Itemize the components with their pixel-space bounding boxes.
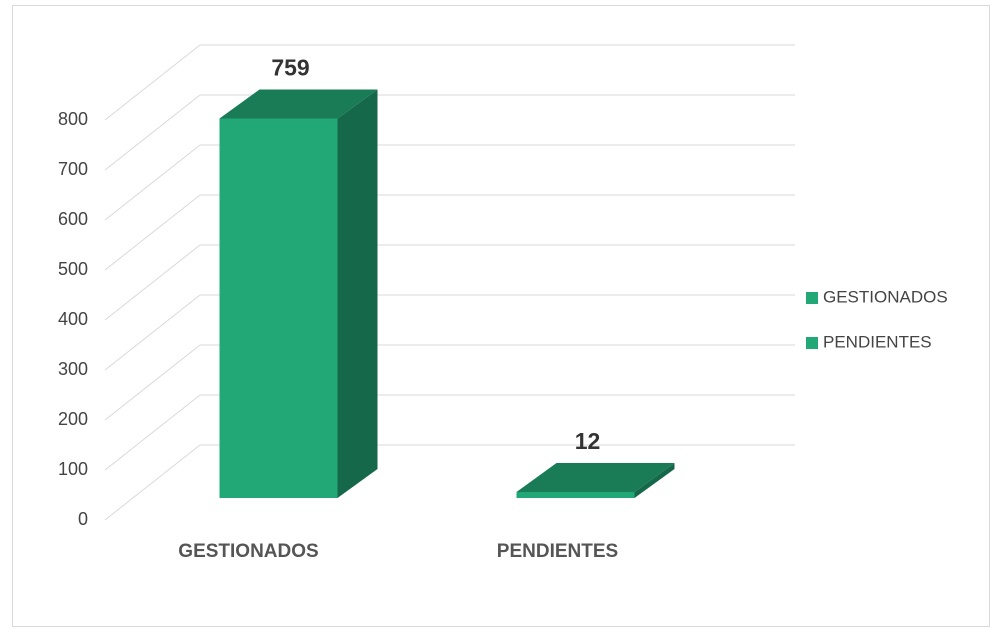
bar bbox=[516, 492, 635, 498]
grid-diagonal bbox=[104, 94, 201, 171]
bar-side bbox=[634, 463, 675, 498]
y-tick-label: 400 bbox=[58, 309, 88, 329]
grid-diagonal bbox=[104, 44, 201, 121]
y-tick-label: 600 bbox=[58, 209, 88, 229]
legend-swatch bbox=[806, 337, 818, 349]
grid-diagonal bbox=[104, 144, 201, 221]
legend-label: GESTIONADOS bbox=[823, 287, 948, 306]
grid-diagonal bbox=[104, 194, 201, 271]
y-tick-label: 800 bbox=[58, 109, 88, 129]
bar bbox=[219, 118, 338, 498]
x-tick-label: PENDIENTES bbox=[497, 541, 618, 562]
grid-diagonal bbox=[104, 344, 201, 421]
grid-diagonal bbox=[104, 394, 201, 471]
data-label: 759 bbox=[271, 55, 309, 81]
y-tick-label: 500 bbox=[58, 259, 88, 279]
y-tick-label: 200 bbox=[58, 409, 88, 429]
y-tick-label: 0 bbox=[78, 509, 88, 529]
x-tick-label: GESTIONADOS bbox=[178, 541, 318, 562]
grid-diagonal bbox=[104, 294, 201, 371]
bar-top bbox=[219, 89, 378, 119]
legend-swatch bbox=[806, 292, 818, 304]
grid-diagonal bbox=[104, 244, 201, 321]
bar-side bbox=[337, 89, 378, 498]
y-tick-label: 300 bbox=[58, 359, 88, 379]
y-tick-label: 700 bbox=[58, 159, 88, 179]
data-label: 12 bbox=[575, 428, 601, 454]
bar-top bbox=[516, 463, 675, 492]
legend-label: PENDIENTES bbox=[823, 332, 932, 351]
grid-diagonal bbox=[104, 444, 201, 521]
chart-border bbox=[12, 5, 990, 627]
y-tick-label: 100 bbox=[58, 459, 88, 479]
